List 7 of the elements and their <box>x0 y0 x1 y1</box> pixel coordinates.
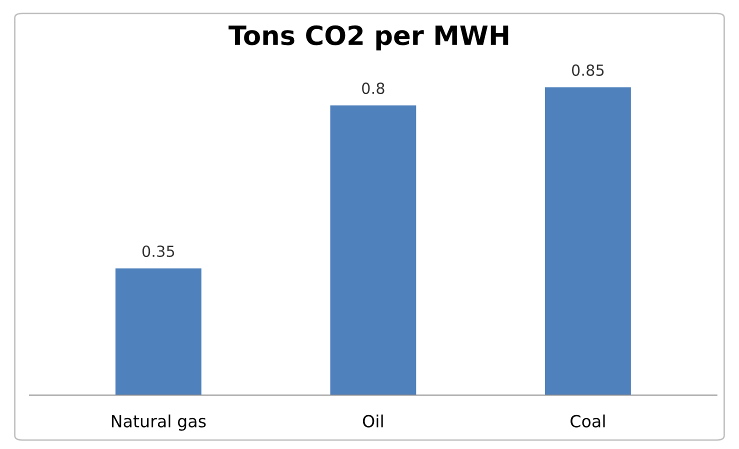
x-tick-label: Coal <box>570 414 605 428</box>
x-tick-label: Oil <box>362 414 383 428</box>
data-label: 0.8 <box>362 82 384 94</box>
data-label: 0.35 <box>142 245 174 258</box>
x-tick-label: Natural gas <box>112 414 206 431</box>
data-label: 0.85 <box>572 64 604 76</box>
chart-title: Tons CO2 per MWH <box>228 25 508 50</box>
